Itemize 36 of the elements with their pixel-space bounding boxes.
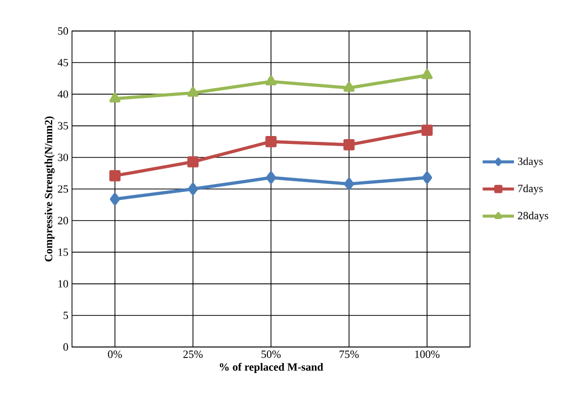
point [109, 92, 120, 102]
x-axis-title: % of replaced M-sand [220, 362, 324, 373]
y-axis-title: Compressive Strength(N/mm2) [44, 116, 55, 262]
point [422, 69, 433, 80]
y-tick-label: 20 [58, 216, 68, 224]
y-tick-label: 45 [58, 58, 68, 66]
y-tick-label: 35 [58, 122, 68, 130]
point [343, 139, 355, 150]
y-tick-label: 30 [58, 154, 68, 162]
y-tick-label: 0 [63, 343, 68, 351]
x-tick-label: 100% [415, 350, 440, 358]
x-tick-label: 0% [108, 350, 122, 358]
point [266, 172, 276, 184]
x-tick-label: 75% [340, 350, 359, 358]
point [188, 182, 198, 196]
y-tick-label: 15 [58, 248, 68, 256]
point [187, 156, 199, 168]
point [187, 86, 198, 97]
y-tick-label: 50 [58, 27, 68, 35]
point [344, 178, 354, 190]
y-tick-label: 25 [58, 185, 68, 193]
point [109, 170, 121, 182]
point [421, 124, 433, 136]
x-tick-label: 25% [183, 350, 203, 358]
legend-label: 28days [518, 212, 548, 222]
y-tick-label: 5 [64, 312, 68, 320]
point [266, 75, 276, 86]
y-tick-label: 40 [58, 90, 68, 98]
point [265, 136, 277, 148]
y-tick-label: 10 [58, 280, 68, 288]
point [422, 172, 432, 184]
point [110, 193, 120, 206]
legend-label: 3days [518, 157, 543, 168]
x-tick-label: 50% [262, 350, 281, 358]
point [344, 82, 355, 92]
legend-label: 7days [518, 184, 543, 194]
